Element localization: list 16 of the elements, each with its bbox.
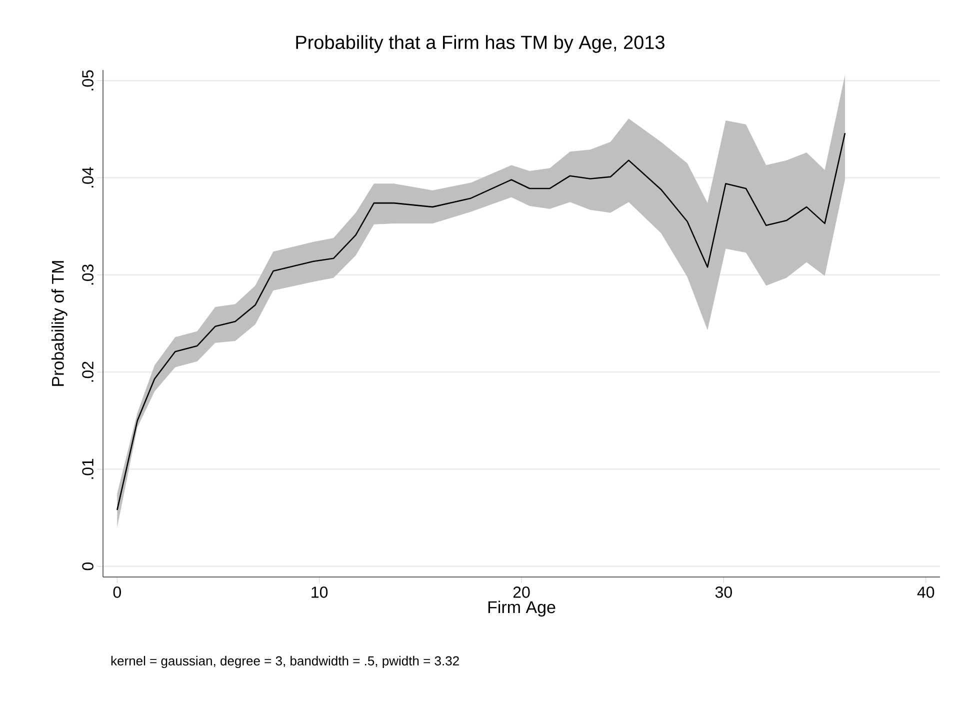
y-axis-title: Probability of TM	[51, 261, 68, 386]
x-tick-label: 40	[917, 586, 934, 598]
y-tick-label: 0	[82, 562, 94, 570]
x-axis-title: Firm Age	[488, 600, 556, 617]
y-tick-label: .04	[82, 167, 94, 188]
line-series	[116, 132, 846, 511]
x-tick-label: 20	[513, 586, 530, 598]
x-tick-label: 0	[113, 586, 121, 598]
y-tick-label: .02	[82, 362, 94, 382]
y-tick-label: .01	[82, 458, 94, 479]
y-tick-label: .05	[82, 70, 94, 90]
x-tick-label: 10	[312, 586, 328, 598]
x-tick-label: 30	[715, 586, 732, 598]
text: kernel = gaussian, degree = 3, bandwidth = .5, pwidth = 3.32	[111, 656, 459, 668]
y-tick-label: .03	[82, 264, 94, 285]
chart-title: Probability that a Firm has TM by Age, 2013	[296, 35, 664, 53]
